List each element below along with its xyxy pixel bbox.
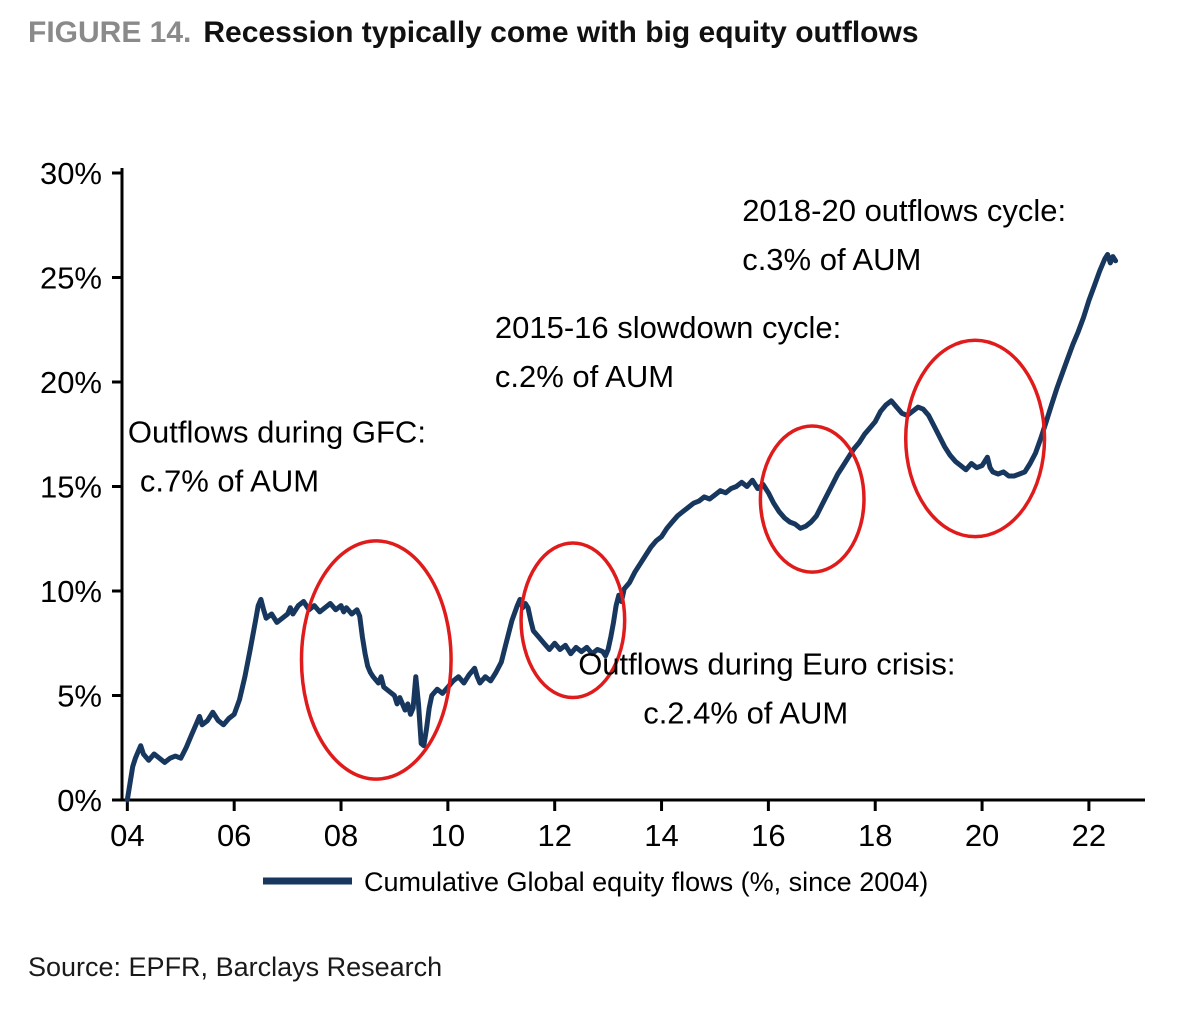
outflows-cycle-ellipse <box>903 338 1047 539</box>
x-tick-label: 06 <box>217 818 251 853</box>
x-tick-label: 22 <box>1072 818 1106 853</box>
gfc-annotation: c.7% of AUM <box>140 464 319 499</box>
source-attribution: Source: EPFR, Barclays Research <box>28 952 443 982</box>
x-tick-label: 12 <box>537 818 571 853</box>
y-tick-label: 15% <box>40 470 102 505</box>
slowdown-annotation: 2015-16 slowdown cycle: <box>495 310 841 345</box>
x-tick-label: 14 <box>644 818 678 853</box>
y-tick-label: 5% <box>57 679 102 714</box>
y-tick-label: 0% <box>57 783 102 818</box>
gfc-annotation: Outflows during GFC: <box>128 415 426 450</box>
y-tick-label: 25% <box>40 261 102 296</box>
slowdown-annotation: c.2% of AUM <box>495 359 674 394</box>
figure-number-label: FIGURE 14. <box>28 16 192 49</box>
x-tick-label: 04 <box>110 818 144 853</box>
y-tick-label: 10% <box>40 574 102 609</box>
figure-heading: Recession typically come with big equity… <box>203 16 919 49</box>
x-tick-label: 10 <box>431 818 465 853</box>
slowdown-ellipse <box>758 424 866 574</box>
x-tick-label: 16 <box>751 818 785 853</box>
legend-label: Cumulative Global equity flows (%, since… <box>364 867 928 897</box>
outflows-cycle-annotation: c.3% of AUM <box>742 242 921 277</box>
outflows-cycle-annotation: 2018-20 outflows cycle: <box>742 193 1066 228</box>
x-tick-label: 18 <box>858 818 892 853</box>
x-tick-label: 08 <box>324 818 358 853</box>
equity-flows-line <box>124 252 1119 803</box>
euro-crisis-ellipse <box>519 541 627 700</box>
euro-crisis-annotation: Outflows during Euro crisis: <box>578 647 955 682</box>
euro-crisis-annotation: c.2.4% of AUM <box>643 696 848 731</box>
y-tick-label: 20% <box>40 365 102 400</box>
figure-title: FIGURE 14. Recession typically come with … <box>28 16 919 50</box>
y-tick-label: 30% <box>40 156 102 191</box>
x-tick-label: 20 <box>965 818 999 853</box>
gfc-ellipse <box>299 539 453 781</box>
